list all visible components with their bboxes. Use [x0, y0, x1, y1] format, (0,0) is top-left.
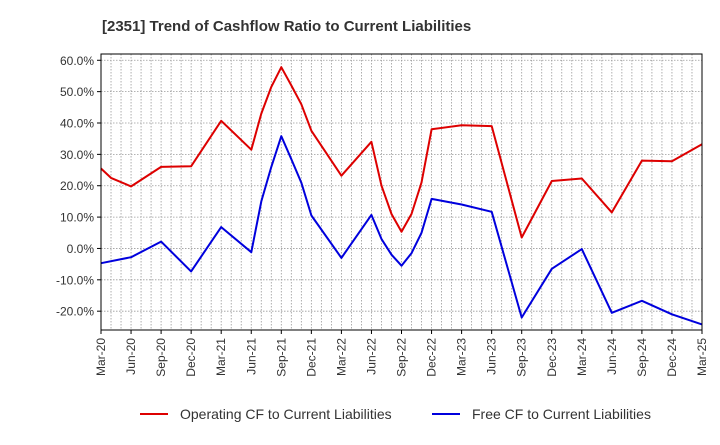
x-tick-label: Sep-20 [154, 338, 168, 377]
x-tick-label: Dec-24 [665, 338, 679, 377]
x-tick-label: Mar-21 [214, 338, 228, 376]
y-tick-label: 40.0% [60, 117, 94, 131]
y-tick-label: 20.0% [60, 179, 94, 193]
x-tick-label: Mar-24 [575, 338, 589, 376]
x-tick-label: Jun-21 [244, 338, 258, 375]
series-line-2 [100, 135, 703, 326]
y-tick-label: -10.0% [56, 273, 94, 287]
y-axis-ticks: -20.0% -10.0% 0.0% 10.0% 20.0% 30.0% 40.0% 50.0… [56, 54, 101, 319]
x-tick-label: Sep-24 [635, 338, 649, 377]
x-tick-label: Dec-21 [304, 338, 318, 377]
series-line-1 [100, 66, 703, 239]
x-tick-label: Jun-23 [485, 338, 499, 375]
x-tick-label: Dec-20 [184, 338, 198, 377]
x-tick-label: Dec-22 [425, 338, 439, 377]
x-tick-label: Mar-23 [455, 338, 469, 376]
y-tick-label: 60.0% [60, 54, 94, 68]
y-tick-label: 10.0% [60, 211, 94, 225]
y-tick-label: 30.0% [60, 148, 94, 162]
legend-label: Free CF to Current Liabilities [472, 406, 651, 422]
y-tick-label: 50.0% [60, 85, 94, 99]
x-axis-ticks: Mar-20 Jun-20 Sep-20 Dec-20 Mar-21 Jun-21 Sep-… [94, 330, 709, 377]
x-tick-label: Sep-22 [395, 338, 409, 377]
x-tick-label: Jun-22 [364, 338, 378, 375]
x-tick-label: Sep-23 [515, 338, 529, 377]
x-tick-label: Mar-20 [94, 338, 108, 376]
x-tick-label: Jun-20 [124, 338, 138, 375]
series-layer [100, 66, 703, 326]
y-tick-label: -20.0% [56, 305, 94, 319]
legend: Operating CF to Current Liabilities Free … [140, 406, 651, 422]
y-tick-label: 0.0% [67, 242, 95, 256]
grid-layer [101, 54, 702, 330]
legend-label: Operating CF to Current Liabilities [180, 406, 392, 422]
chart-title: [2351] Trend of Cashflow Ratio to Curren… [102, 18, 471, 35]
x-tick-label: Dec-23 [545, 338, 559, 377]
x-tick-label: Mar-22 [334, 338, 348, 376]
x-tick-label: Jun-24 [605, 338, 619, 375]
x-tick-label: Mar-25 [695, 338, 709, 376]
x-tick-label: Sep-21 [274, 338, 288, 377]
